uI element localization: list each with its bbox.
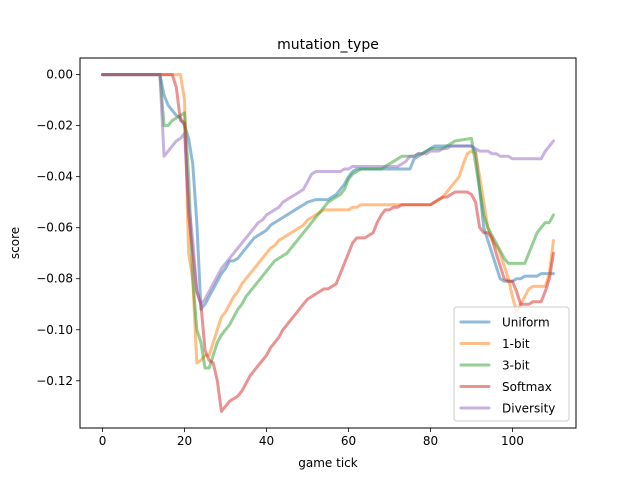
y-tick-label: −0.02	[36, 119, 73, 133]
y-axis-label: score	[8, 227, 22, 259]
series-line-uniform	[101, 73, 555, 311]
series-line-3-bit	[101, 73, 555, 370]
x-tick-label: 0	[99, 434, 107, 448]
x-tick-label: 40	[259, 434, 274, 448]
y-tick-label: −0.06	[36, 221, 73, 235]
series-line-diversity	[101, 73, 555, 306]
y-tick-label: −0.04	[36, 170, 73, 184]
legend-label: Uniform	[502, 316, 550, 330]
series-line-softmax	[101, 73, 555, 413]
x-tick-label: 60	[341, 434, 356, 448]
legend-label: 3-bit	[502, 359, 530, 373]
x-tick-label: 100	[501, 434, 524, 448]
x-axis-label: game tick	[298, 456, 357, 470]
y-tick-label: −0.08	[36, 272, 73, 286]
legend-label: Diversity	[502, 402, 555, 416]
y-axis: 0.00 −0.02 −0.04 −0.06 −0.08 −0.10 −0.12	[36, 68, 80, 388]
series-layer	[101, 73, 555, 413]
x-tick-label: 80	[423, 434, 438, 448]
legend: Uniform 1-bit 3-bit Softmax Diversity	[453, 306, 570, 422]
y-tick-label: 0.00	[46, 68, 73, 82]
x-tick-label: 20	[177, 434, 192, 448]
y-tick-label: −0.10	[36, 323, 73, 337]
legend-label: Softmax	[502, 380, 552, 394]
legend-frame	[453, 306, 570, 422]
plot-area	[79, 57, 577, 429]
chart-title: mutation_type	[277, 37, 379, 53]
axes-frame	[79, 57, 577, 429]
x-axis: 0 20 40 60 80 100	[99, 428, 524, 448]
y-tick-label: −0.12	[36, 374, 73, 388]
legend-label: 1-bit	[502, 337, 530, 351]
